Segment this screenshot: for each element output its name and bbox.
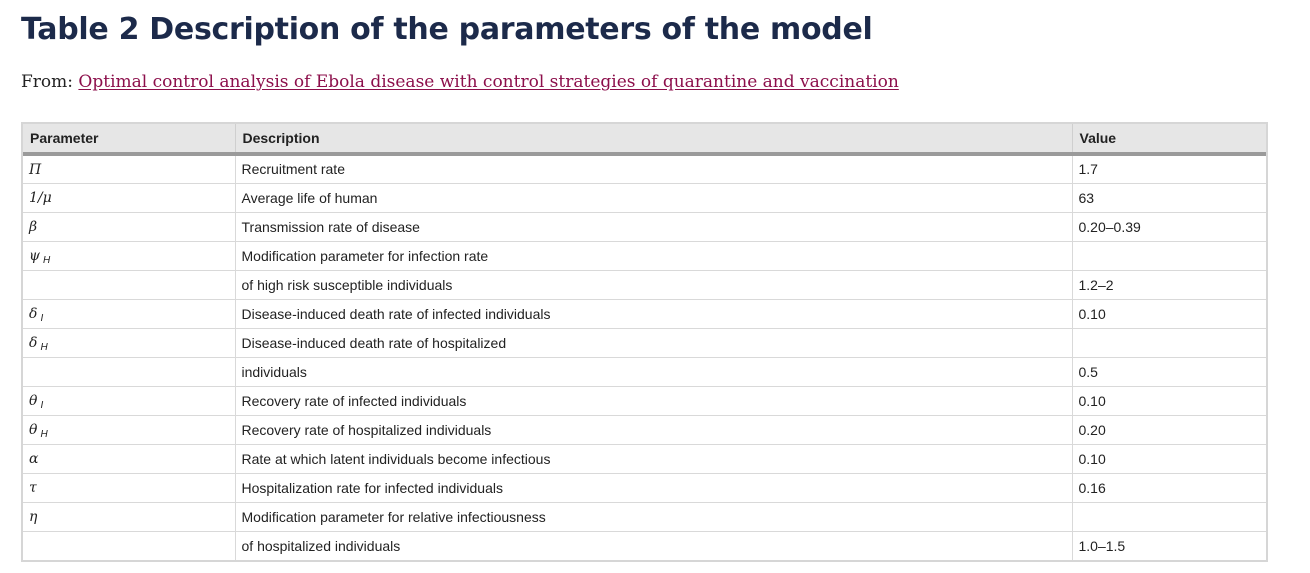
table-row: of hospitalized individuals 1.0–1.5 [23,531,1266,560]
description-cell: of high risk susceptible individuals [235,270,1073,300]
description-cell: individuals [235,357,1073,387]
description-cell: Average life of human [235,183,1073,213]
parameters-table-container: Parameter Description Value Π Recruitment… [21,122,1268,562]
table-row: of high risk susceptible individuals 1.2–… [23,270,1266,300]
value-cell: 63 [1072,183,1266,213]
description-cell: Recovery rate of hospitalized individual… [235,415,1073,445]
parameter-subscript: H [40,342,48,353]
parameter-cell: Π [23,154,236,184]
table-row: 1/μ Average life of human 63 [23,183,1266,213]
parameter-subscript: I [40,313,44,324]
table-row: δ I Disease-induced death rate of infected… [23,299,1266,329]
column-header-parameter: Parameter [23,124,236,156]
parameter-cell [23,270,236,300]
table-row: Π Recruitment rate 1.7 [23,154,1266,184]
parameter-symbol: δ [29,306,38,322]
description-cell: Modification parameter for relative infe… [235,502,1073,532]
description-cell: Modification parameter for infection rat… [235,241,1073,271]
description-cell: Disease-induced death rate of hospitaliz… [235,328,1073,358]
parameter-cell: β [23,212,236,242]
parameter-subscript: H [40,429,48,440]
source-article-link[interactable]: Optimal control analysis of Ebola diseas… [78,72,899,92]
description-cell: Hospitalization rate for infected indivi… [235,473,1073,503]
table-header-row: Parameter Description Value [23,124,1266,156]
parameter-cell: τ [23,473,236,503]
parameter-subscript: H [42,255,51,266]
description-cell: Recruitment rate [235,154,1073,184]
value-cell: 0.20 [1072,415,1266,445]
parameter-symbol: θ [29,393,38,409]
value-cell: 0.16 [1072,473,1266,503]
parameter-cell: 1/μ [23,183,236,213]
parameter-symbol: θ [29,422,38,438]
parameter-symbol: ψ [29,248,40,264]
parameter-symbol: Π [29,161,42,178]
value-cell [1072,502,1266,532]
table-header: Parameter Description Value [23,124,1266,156]
description-cell: Recovery rate of infected individuals [235,386,1073,416]
source-line: From: Optimal control analysis of Ebola … [21,70,899,94]
table-row: θ I Recovery rate of infected individuals 0… [23,386,1266,416]
value-cell: 0.20–0.39 [1072,212,1266,242]
table-row: τ Hospitalization rate for infected indiv… [23,473,1266,503]
value-cell: 1.7 [1072,154,1266,184]
table-body: Π Recruitment rate 1.7 1/μ Average life of h… [23,154,1266,560]
parameter-cell [23,357,236,387]
parameter-symbol: η [29,509,38,525]
table-row: β Transmission rate of disease 0.20–0.39 [23,212,1266,242]
parameter-cell: α [23,444,236,474]
parameter-symbol: α [29,451,39,467]
table-row: individuals 0.5 [23,357,1266,387]
table-row: θ H Recovery rate of hospitalized individu… [23,415,1266,445]
table-row: α Rate at which latent individuals become… [23,444,1266,474]
description-cell: of hospitalized individuals [235,531,1073,560]
source-prefix: From: [21,72,79,92]
parameter-symbol: δ [29,335,38,351]
parameter-symbol: τ [29,480,37,496]
value-cell [1072,241,1266,271]
description-cell: Rate at which latent individuals become … [235,444,1073,474]
value-cell: 0.10 [1072,386,1266,416]
parameter-symbol: 1/μ [29,190,52,206]
description-cell: Disease-induced death rate of infected i… [235,299,1073,329]
table-row: η Modification parameter for relative inf… [23,502,1266,532]
page-title: Table 2 Description of the parameters of… [21,12,873,47]
parameter-cell [23,531,236,560]
parameters-table: Parameter Description Value Π Recruitment… [23,124,1266,560]
value-cell: 1.2–2 [1072,270,1266,300]
description-cell: Transmission rate of disease [235,212,1073,242]
value-cell: 0.10 [1072,444,1266,474]
value-cell [1072,328,1266,358]
table-row: δ H Disease-induced death rate of hospital… [23,328,1266,358]
parameter-cell: η [23,502,236,532]
value-cell: 0.10 [1072,299,1266,329]
parameter-symbol: β [29,219,38,235]
value-cell: 0.5 [1072,357,1266,387]
value-cell: 1.0–1.5 [1078,537,1126,554]
parameter-subscript: I [40,400,44,411]
table-row: ψ H Modification parameter for infection r… [23,241,1266,271]
column-header-description: Description [235,124,1073,156]
column-header-value: Value [1072,124,1266,156]
